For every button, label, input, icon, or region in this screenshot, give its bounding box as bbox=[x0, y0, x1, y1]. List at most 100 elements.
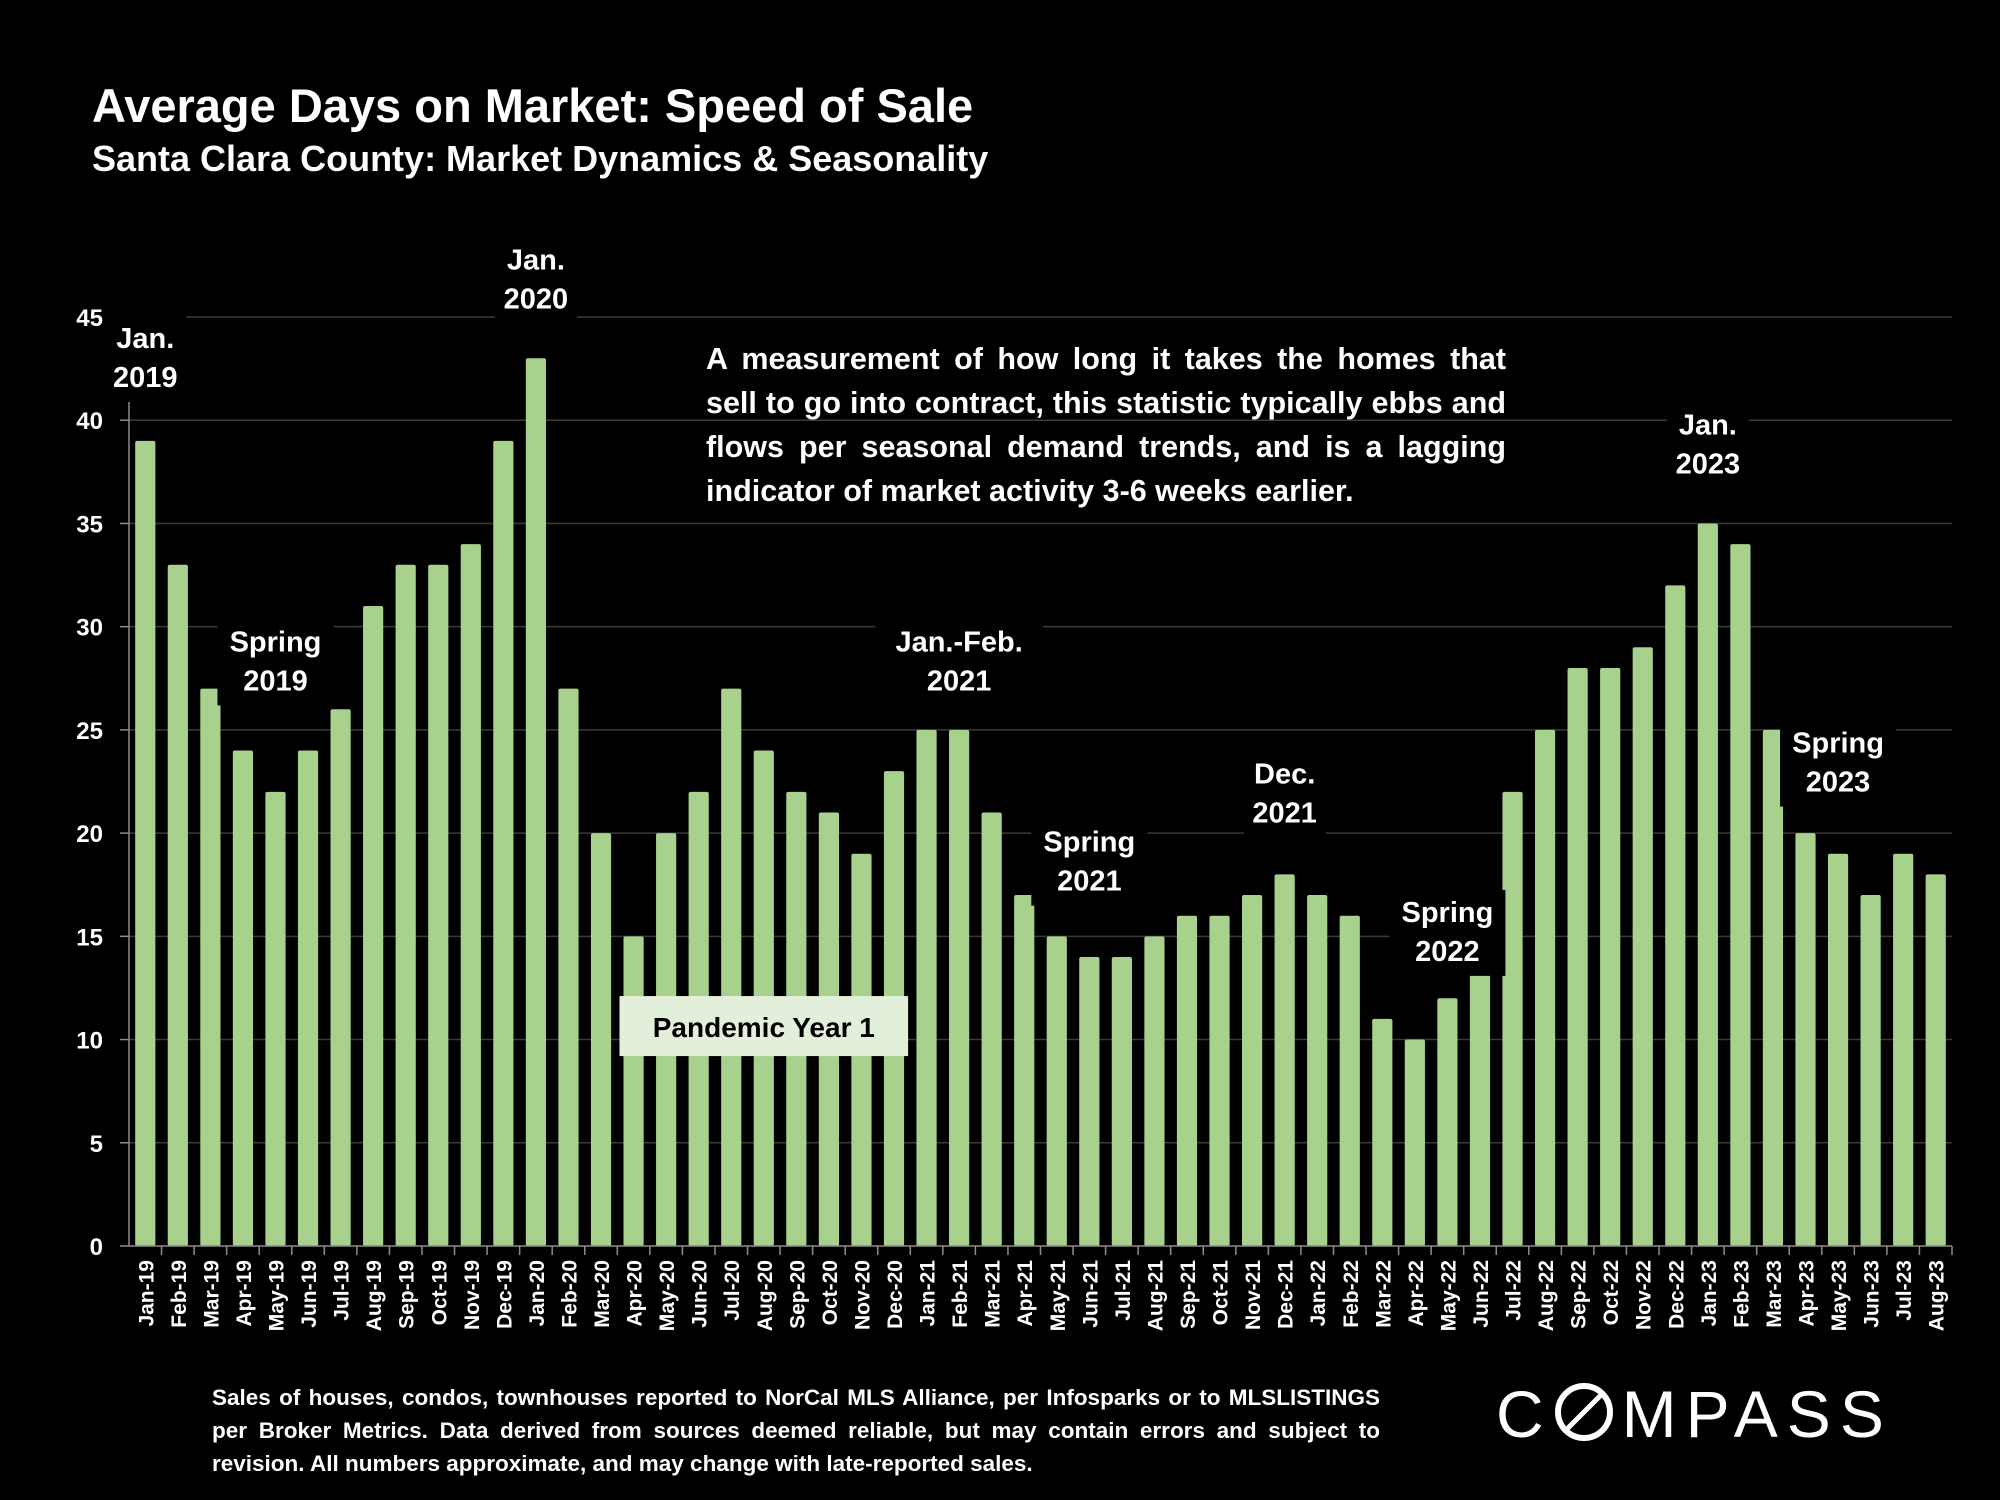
bar bbox=[1079, 956, 1100, 1246]
x-tick-label: Sep-21 bbox=[1177, 1260, 1200, 1329]
y-tick-label: 45 bbox=[76, 305, 103, 332]
y-tick-label: 20 bbox=[76, 821, 103, 848]
x-tick-label: Feb-23 bbox=[1730, 1260, 1753, 1328]
source-footnote: Sales of houses, condos, townhouses repo… bbox=[212, 1385, 1380, 1476]
bar bbox=[1730, 544, 1751, 1246]
x-tick-label: Oct-20 bbox=[819, 1260, 842, 1325]
bar bbox=[1893, 853, 1914, 1246]
x-tick-label: Jan-22 bbox=[1307, 1260, 1330, 1327]
x-tick-label: Jul-21 bbox=[1112, 1260, 1135, 1321]
x-tick-label: Jun-20 bbox=[689, 1260, 712, 1328]
x-tick-label: Oct-22 bbox=[1600, 1260, 1623, 1325]
x-tick-label: Mar-22 bbox=[1372, 1260, 1395, 1328]
bar bbox=[200, 688, 221, 1246]
bar bbox=[623, 936, 644, 1246]
x-tick-label: Jun-21 bbox=[1079, 1260, 1102, 1328]
bar bbox=[493, 440, 514, 1246]
logo-o-icon bbox=[1554, 1383, 1613, 1441]
x-tick-label: May-21 bbox=[1047, 1260, 1070, 1332]
pandemic-callout-box bbox=[619, 996, 909, 1057]
bar bbox=[1534, 729, 1556, 1246]
annotation-bg bbox=[1389, 889, 1506, 976]
annotation-bg bbox=[104, 315, 187, 402]
x-tick-label: Apr-23 bbox=[1796, 1260, 1819, 1327]
y-tick-label: 10 bbox=[76, 1028, 103, 1055]
x-tick-label: Apr-20 bbox=[624, 1260, 647, 1327]
bar bbox=[1111, 956, 1132, 1246]
bar bbox=[721, 688, 742, 1246]
x-tick-label: Dec-19 bbox=[493, 1260, 516, 1329]
bar bbox=[428, 564, 449, 1246]
x-tick-label: May-19 bbox=[265, 1260, 288, 1331]
x-tick-label: Aug-19 bbox=[363, 1260, 386, 1331]
x-tick-label: Jan-21 bbox=[917, 1260, 940, 1327]
bar bbox=[265, 791, 286, 1246]
y-tick-label: 40 bbox=[76, 408, 103, 435]
x-tick-label: Mar-23 bbox=[1763, 1260, 1786, 1328]
x-tick-label: Jul-19 bbox=[331, 1260, 354, 1321]
chart-title: Average Days on Market: Speed of Sale bbox=[92, 79, 974, 132]
annotation-label: Spring bbox=[1043, 827, 1135, 859]
bar bbox=[232, 750, 254, 1246]
bar bbox=[1144, 936, 1165, 1246]
bar bbox=[1404, 1039, 1425, 1246]
x-tick-label: Nov-22 bbox=[1633, 1260, 1656, 1330]
x-tick-label: Dec-20 bbox=[884, 1260, 907, 1329]
x-tick-label: May-23 bbox=[1828, 1260, 1851, 1331]
annotation-label: 2023 bbox=[1676, 449, 1741, 481]
bar bbox=[590, 833, 612, 1246]
logo-rest: MPASS bbox=[1621, 1377, 1893, 1451]
x-tick-label: Sep-22 bbox=[1568, 1260, 1591, 1329]
x-tick-label: Jan-23 bbox=[1698, 1260, 1721, 1327]
x-tick-label: Mar-21 bbox=[982, 1260, 1005, 1328]
x-tick-label: Apr-21 bbox=[1014, 1260, 1037, 1327]
annotation-label: Jan.-Feb. bbox=[895, 626, 1022, 658]
bar bbox=[460, 544, 481, 1246]
bar bbox=[1274, 874, 1295, 1246]
y-tick-label: 0 bbox=[90, 1234, 103, 1261]
annotation-bg bbox=[1031, 819, 1148, 906]
x-tick-label: Dec-22 bbox=[1665, 1260, 1688, 1329]
x-tick-label: Nov-21 bbox=[1242, 1260, 1265, 1330]
annotation-label: Jan. bbox=[507, 245, 565, 277]
x-tick-label: Feb-21 bbox=[949, 1260, 972, 1328]
x-tick-label: Feb-22 bbox=[1340, 1260, 1363, 1328]
x-tick-label: Nov-19 bbox=[461, 1260, 484, 1330]
annotation-bg bbox=[875, 619, 1043, 706]
bar bbox=[1372, 1018, 1393, 1246]
bar bbox=[1014, 895, 1035, 1246]
bar bbox=[525, 358, 547, 1246]
x-tick-label: May-22 bbox=[1437, 1260, 1460, 1331]
x-tick-label: Mar-20 bbox=[591, 1260, 614, 1328]
axes: 0 5 10 15 20 25 30 35 40 45 Jan-19 Feb-19 Mar-19 Apr-… bbox=[76, 305, 1953, 1332]
bar bbox=[1437, 998, 1458, 1246]
compass-logo: C MPASS bbox=[1496, 1376, 1893, 1452]
logo-letter-c: C bbox=[1496, 1377, 1553, 1451]
annotation-label: 2023 bbox=[1806, 767, 1871, 799]
annotation-label: 2022 bbox=[1415, 936, 1480, 968]
x-tick-label: Jun-19 bbox=[298, 1260, 321, 1328]
bar bbox=[330, 709, 351, 1246]
bar bbox=[135, 440, 156, 1246]
x-tick-label: Dec-21 bbox=[1275, 1260, 1298, 1329]
bar bbox=[1046, 936, 1067, 1246]
pandemic-callout-label: Pandemic Year 1 bbox=[653, 1012, 875, 1043]
x-tick-label: May-20 bbox=[656, 1260, 679, 1331]
annotation-label: 2020 bbox=[504, 284, 569, 316]
x-tick-label: Jun-23 bbox=[1861, 1260, 1884, 1328]
bar bbox=[395, 564, 416, 1246]
x-tick-label: Oct-19 bbox=[428, 1260, 451, 1325]
x-tick-label: Sep-19 bbox=[396, 1260, 419, 1329]
annotation-label: Dec. bbox=[1254, 759, 1315, 791]
x-tick-label: Jul-22 bbox=[1503, 1260, 1526, 1321]
bar bbox=[1665, 585, 1686, 1246]
x-tick-label: Jan-20 bbox=[526, 1260, 549, 1327]
annotation-label: Spring bbox=[1401, 897, 1493, 929]
y-tick-label: 35 bbox=[76, 511, 103, 538]
annotation-label: Jan. bbox=[116, 323, 174, 355]
y-tick-label: 5 bbox=[90, 1131, 103, 1158]
x-tick-label: Sep-20 bbox=[786, 1260, 809, 1329]
bar bbox=[1762, 729, 1784, 1246]
annotations: Jan. 2019 Jan. 2020 Spring 2019 Jan.-Feb. 2021 S… bbox=[104, 237, 1897, 1057]
